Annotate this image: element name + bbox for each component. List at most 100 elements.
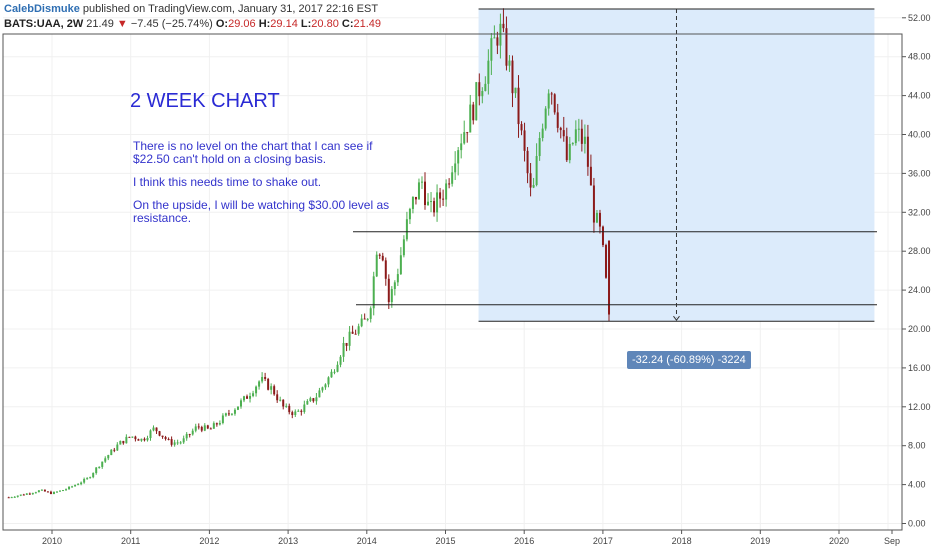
last-price: 21.49 <box>86 18 114 30</box>
candle <box>595 210 598 224</box>
candle <box>348 326 351 351</box>
y-tick-label: 28.00 <box>908 246 931 256</box>
horizontal-levels[interactable] <box>353 231 877 306</box>
x-axis[interactable]: 2010 2011 2012 2013 2014 2015 2016 2017 2018 2019… <box>42 530 900 546</box>
candle <box>568 136 571 164</box>
author-link[interactable]: CalebDismuke <box>4 3 80 15</box>
candle <box>291 410 294 419</box>
y-axis[interactable]: 0.00 4.00 8.00 12.00 16.00 20.00 24.00 28.00 32.… <box>902 13 931 529</box>
candle <box>312 397 315 403</box>
candle <box>279 396 282 402</box>
candle <box>140 438 143 442</box>
high-value: 29.14 <box>270 18 298 30</box>
measure-lines <box>478 8 875 322</box>
candle <box>333 369 336 375</box>
candle <box>264 372 267 382</box>
candle <box>13 496 16 498</box>
candle <box>608 240 611 322</box>
candle <box>294 409 297 418</box>
candle <box>185 432 188 441</box>
candle <box>200 425 203 433</box>
candle <box>411 196 414 214</box>
candle <box>25 493 28 495</box>
candle <box>324 383 327 390</box>
candle <box>472 101 475 125</box>
candle <box>363 313 366 320</box>
candle <box>514 87 517 98</box>
candle <box>55 491 58 493</box>
candle <box>77 483 80 486</box>
candle <box>375 251 378 278</box>
candle <box>420 176 423 189</box>
candle <box>303 400 306 414</box>
candle <box>86 477 89 480</box>
x-tick-label: 2015 <box>435 536 455 546</box>
symbol-label[interactable]: BATS:UAA, 2W <box>4 18 84 30</box>
candle <box>532 177 535 189</box>
candle <box>381 252 384 262</box>
candle <box>164 435 167 441</box>
candle <box>393 280 396 296</box>
candle <box>496 31 499 55</box>
high-label: H: <box>258 18 271 30</box>
candle <box>134 435 137 442</box>
candle <box>457 146 460 176</box>
x-tick-label: Sep <box>884 536 900 546</box>
candle <box>592 177 595 233</box>
candle <box>161 435 164 439</box>
candle <box>586 124 589 176</box>
candle <box>360 314 363 328</box>
y-tick-label: 52.00 <box>908 13 931 23</box>
candle <box>107 454 110 461</box>
candle <box>218 420 221 426</box>
candle <box>414 196 417 205</box>
candle <box>526 147 529 184</box>
candle <box>149 429 152 441</box>
candle <box>556 103 559 133</box>
candle <box>110 449 113 456</box>
candle <box>366 318 369 322</box>
candle <box>152 425 155 432</box>
candle <box>146 435 149 442</box>
candle <box>460 133 463 159</box>
candle <box>167 437 170 441</box>
candle <box>408 207 411 225</box>
candle <box>448 178 451 189</box>
candle <box>384 257 387 286</box>
x-tick-label: 2018 <box>672 536 692 546</box>
candle <box>197 423 200 430</box>
candle <box>451 165 454 187</box>
candle <box>125 434 128 444</box>
candle <box>267 377 270 391</box>
candle <box>550 91 553 105</box>
candle <box>601 225 604 248</box>
candle <box>68 486 71 490</box>
candle <box>34 491 37 494</box>
candle <box>119 440 122 445</box>
candle <box>336 361 339 373</box>
candle <box>191 428 194 436</box>
open-label: O: <box>215 18 229 30</box>
candle <box>209 427 212 430</box>
x-tick-label: 2020 <box>829 536 849 546</box>
candle <box>116 442 119 451</box>
candle <box>62 489 65 492</box>
candle <box>65 488 68 491</box>
candle <box>354 329 357 335</box>
y-tick-label: 44.00 <box>908 91 931 101</box>
candle <box>309 396 312 403</box>
candle <box>16 495 19 498</box>
candle <box>577 118 580 142</box>
candle <box>369 306 372 323</box>
candle <box>463 120 466 145</box>
legend-line: BATS:UAA, 2W 21.49 ▼ −7.45 (−25.74%) O:2… <box>4 17 924 32</box>
x-tick-label: 2013 <box>278 536 298 546</box>
candles <box>7 8 611 499</box>
candle <box>580 119 583 152</box>
low-value: 20.80 <box>311 18 339 30</box>
candle <box>10 496 13 499</box>
candle <box>221 413 224 425</box>
measure-label[interactable]: -32.24 (-60.89%) -3224 <box>627 351 751 369</box>
candle <box>261 372 264 384</box>
